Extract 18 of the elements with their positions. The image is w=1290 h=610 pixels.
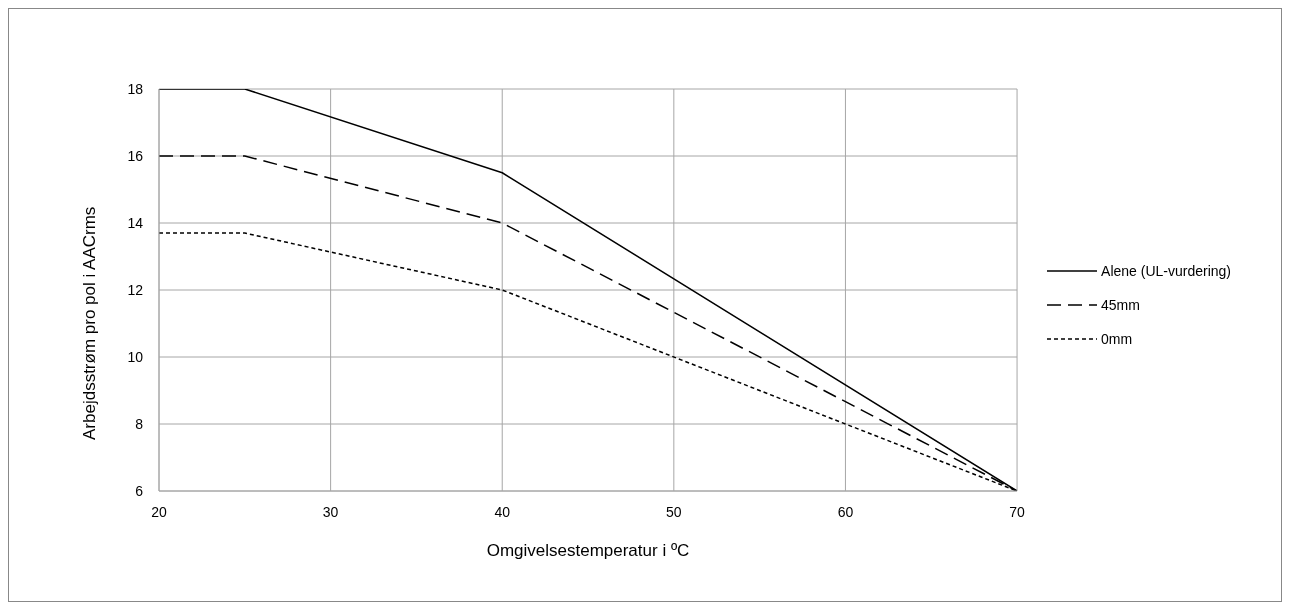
y-tick-label: 18 — [127, 80, 144, 97]
x-tick-label: 60 — [837, 503, 854, 520]
x-tick-label: 40 — [494, 503, 511, 520]
x-tick-label: 50 — [666, 503, 682, 520]
x-axis-title: Omgivelsestemperatur i ºC — [486, 541, 690, 560]
x-tick-label: 30 — [322, 503, 339, 520]
y-tick-label: 12 — [127, 281, 144, 298]
x-tick-label: 70 — [1009, 503, 1026, 520]
legend-label: 45mm — [1101, 297, 1140, 313]
y-tick-label: 6 — [135, 482, 144, 499]
legend-label: 0mm — [1101, 331, 1133, 347]
y-tick-label: 8 — [135, 415, 144, 432]
y-axis-title: Arbejdsstrøm pro pol i AACrms — [80, 206, 100, 440]
x-tick-label: 20 — [151, 503, 167, 520]
legend-label: Alene (UL-vurdering) — [1101, 263, 1231, 279]
y-tick-label: 14 — [127, 214, 144, 231]
y-tick-label: 16 — [127, 147, 144, 164]
y-tick-label: 10 — [127, 348, 144, 365]
